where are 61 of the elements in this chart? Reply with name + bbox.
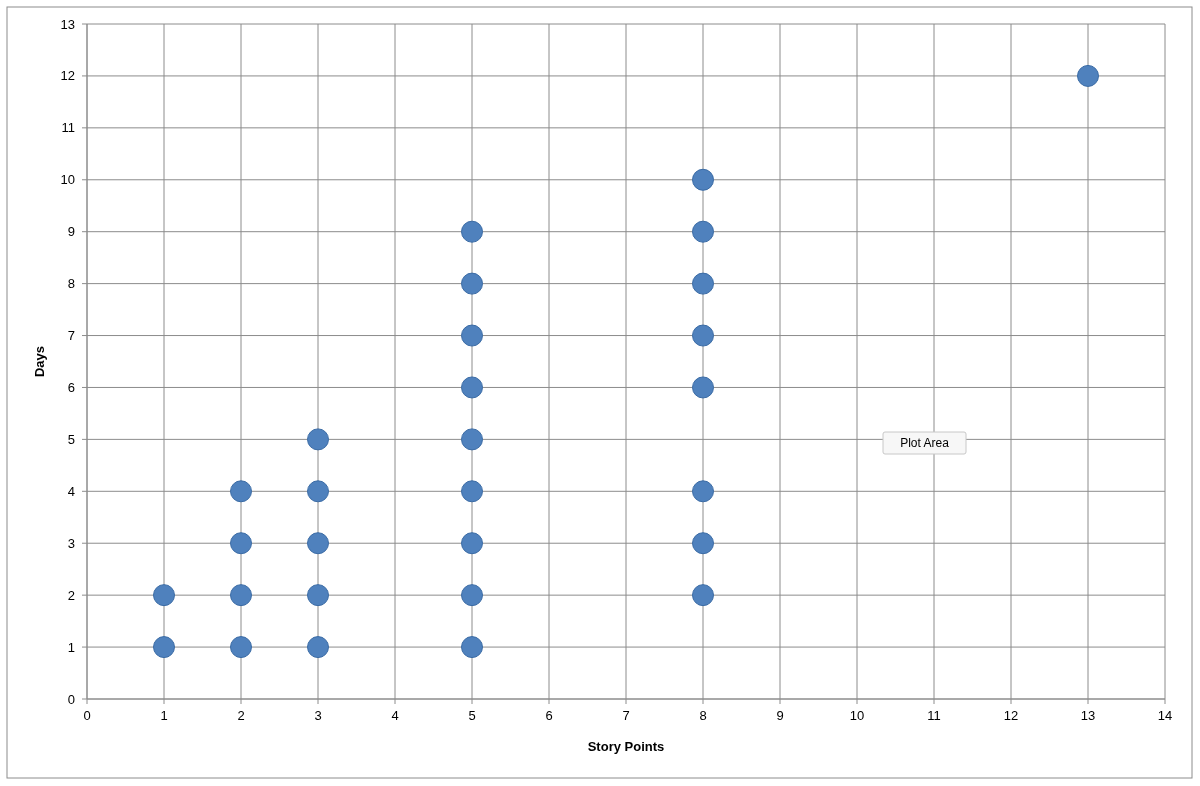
x-tick-label: 7	[622, 708, 630, 723]
y-tick-label: 7	[67, 328, 75, 344]
point	[461, 584, 483, 607]
y-tick-label: 11	[61, 120, 75, 136]
point	[461, 376, 483, 399]
x-tick-label: 10	[849, 708, 865, 723]
point	[153, 584, 175, 607]
x-tick-label: 13	[1080, 708, 1096, 723]
x-tick-label: 3	[314, 708, 322, 723]
point	[230, 480, 252, 503]
point	[230, 532, 252, 555]
x-tick-label: 11	[927, 708, 941, 723]
x-tick-label: 12	[1003, 708, 1019, 723]
point	[461, 220, 483, 243]
y-tick-label: 6	[67, 379, 75, 395]
point	[307, 532, 329, 555]
point	[307, 584, 329, 607]
y-tick-label: 10	[60, 172, 75, 188]
point	[307, 428, 329, 451]
x-tick-label: 9	[776, 708, 784, 723]
point	[461, 532, 483, 555]
point	[307, 636, 329, 659]
point	[692, 532, 714, 555]
point	[230, 584, 252, 607]
point	[461, 272, 483, 295]
x-tick-label: 5	[468, 708, 476, 723]
point	[692, 584, 714, 607]
point	[692, 376, 714, 399]
point	[692, 168, 714, 191]
point	[461, 636, 483, 659]
point	[230, 636, 252, 659]
x-tick-label: 2	[237, 708, 245, 723]
x-tick-label: 14	[1157, 708, 1173, 723]
point	[692, 480, 714, 503]
y-axis-title: Days	[32, 345, 47, 378]
y-tick-label: 0	[67, 691, 75, 707]
y-tick-label: 9	[67, 224, 75, 240]
x-tick-label: 0	[83, 708, 91, 723]
x-tick-label: 4	[391, 708, 399, 723]
x-axis-title: Story Points	[587, 739, 665, 754]
point	[461, 324, 483, 347]
y-tick-label: 3	[67, 535, 75, 551]
y-tick-label: 2	[67, 587, 75, 603]
point	[153, 636, 175, 659]
point	[307, 480, 329, 503]
y-tick-label: 1	[67, 639, 75, 655]
point	[461, 428, 483, 451]
x-tick-label: 8	[699, 708, 707, 723]
annotation: Plot Area	[900, 436, 950, 450]
x-tick-label: 1	[160, 708, 168, 723]
y-tick-label: 13	[60, 16, 75, 32]
x-tick-label: 6	[545, 708, 553, 723]
point	[1077, 64, 1099, 87]
y-tick-label: 12	[60, 68, 75, 84]
y-tick-label: 4	[67, 483, 75, 499]
y-tick-label: 8	[67, 276, 75, 292]
point	[461, 480, 483, 503]
y-tick-label: 5	[67, 431, 75, 447]
point	[692, 220, 714, 243]
point	[692, 324, 714, 347]
point	[692, 272, 714, 295]
